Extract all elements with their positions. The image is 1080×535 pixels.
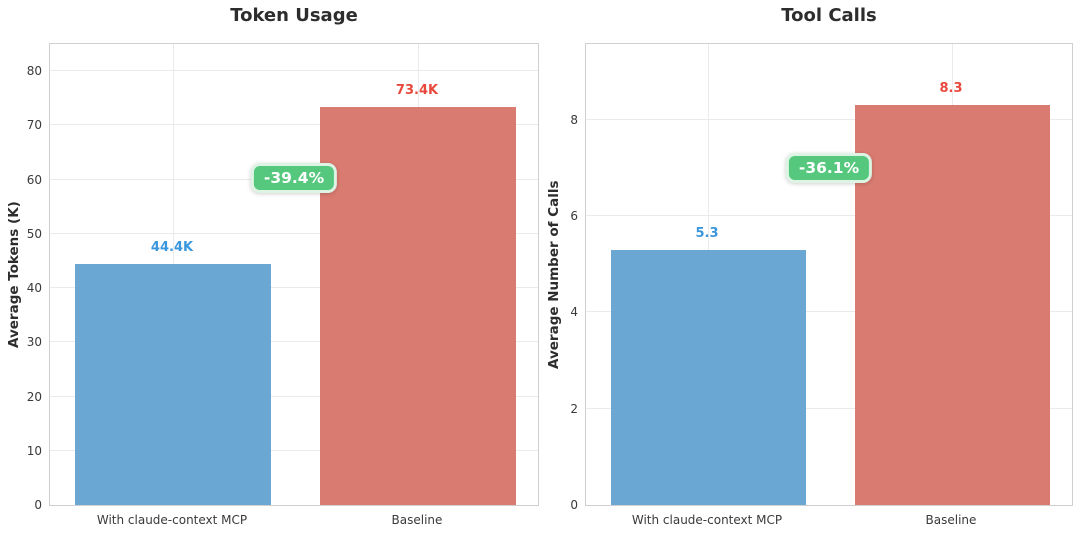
chart-title: Tool Calls <box>781 5 877 26</box>
y-tick-label: 2 <box>570 402 578 416</box>
bar-value-label: 8.3 <box>939 81 963 96</box>
y-tick-label: 0 <box>34 498 42 512</box>
reduction-badge: -39.4% <box>250 163 338 193</box>
bar-value-label: 73.4K <box>395 83 439 98</box>
y-tick-label: 0 <box>570 498 578 512</box>
y-tick-label: 50 <box>26 227 42 241</box>
y-tick-label: 70 <box>26 118 42 132</box>
x-category-label: Baseline <box>391 513 443 527</box>
y-tick-label: 40 <box>26 281 42 295</box>
gridline-h <box>50 70 538 71</box>
y-tick-label: 8 <box>570 113 578 127</box>
gridline-h <box>586 119 1072 120</box>
y-tick-label: 30 <box>26 335 42 349</box>
y-tick-label: 80 <box>26 64 42 78</box>
y-tick-label: 4 <box>570 305 578 319</box>
gridline-h <box>50 450 538 451</box>
x-category-label: With claude-context MCP <box>631 513 783 527</box>
gridline-h <box>50 341 538 342</box>
chart-tool-calls: Tool Calls Average Number of Calls -36.1… <box>540 0 1080 535</box>
bar <box>320 107 516 505</box>
gridline-h <box>50 233 538 234</box>
y-tick-label: 60 <box>26 173 42 187</box>
bar <box>855 105 1050 505</box>
gridline-h <box>586 408 1072 409</box>
plot-area <box>585 43 1073 506</box>
gridline-h <box>586 215 1072 216</box>
x-category-label: Baseline <box>925 513 977 527</box>
y-tick-label: 20 <box>26 390 42 404</box>
gridline-h <box>50 396 538 397</box>
reduction-badge: -36.1% <box>785 153 873 183</box>
bar-value-label: 44.4K <box>150 240 194 255</box>
y-axis-label: Average Tokens (K) <box>6 201 22 348</box>
bar <box>611 250 806 505</box>
y-tick-label: 6 <box>570 209 578 223</box>
chart-title: Token Usage <box>230 5 358 26</box>
gridline-h <box>50 124 538 125</box>
bar <box>75 264 271 505</box>
gridline-h <box>50 287 538 288</box>
gridline-h <box>586 311 1072 312</box>
bar-value-label: 5.3 <box>695 226 719 241</box>
chart-token-usage: Token Usage Average Tokens (K) -39.4% 0 1… <box>6 5 539 527</box>
plot-area <box>49 43 539 506</box>
y-tick-label: 10 <box>26 444 42 458</box>
x-category-label: With claude-context MCP <box>96 513 248 527</box>
